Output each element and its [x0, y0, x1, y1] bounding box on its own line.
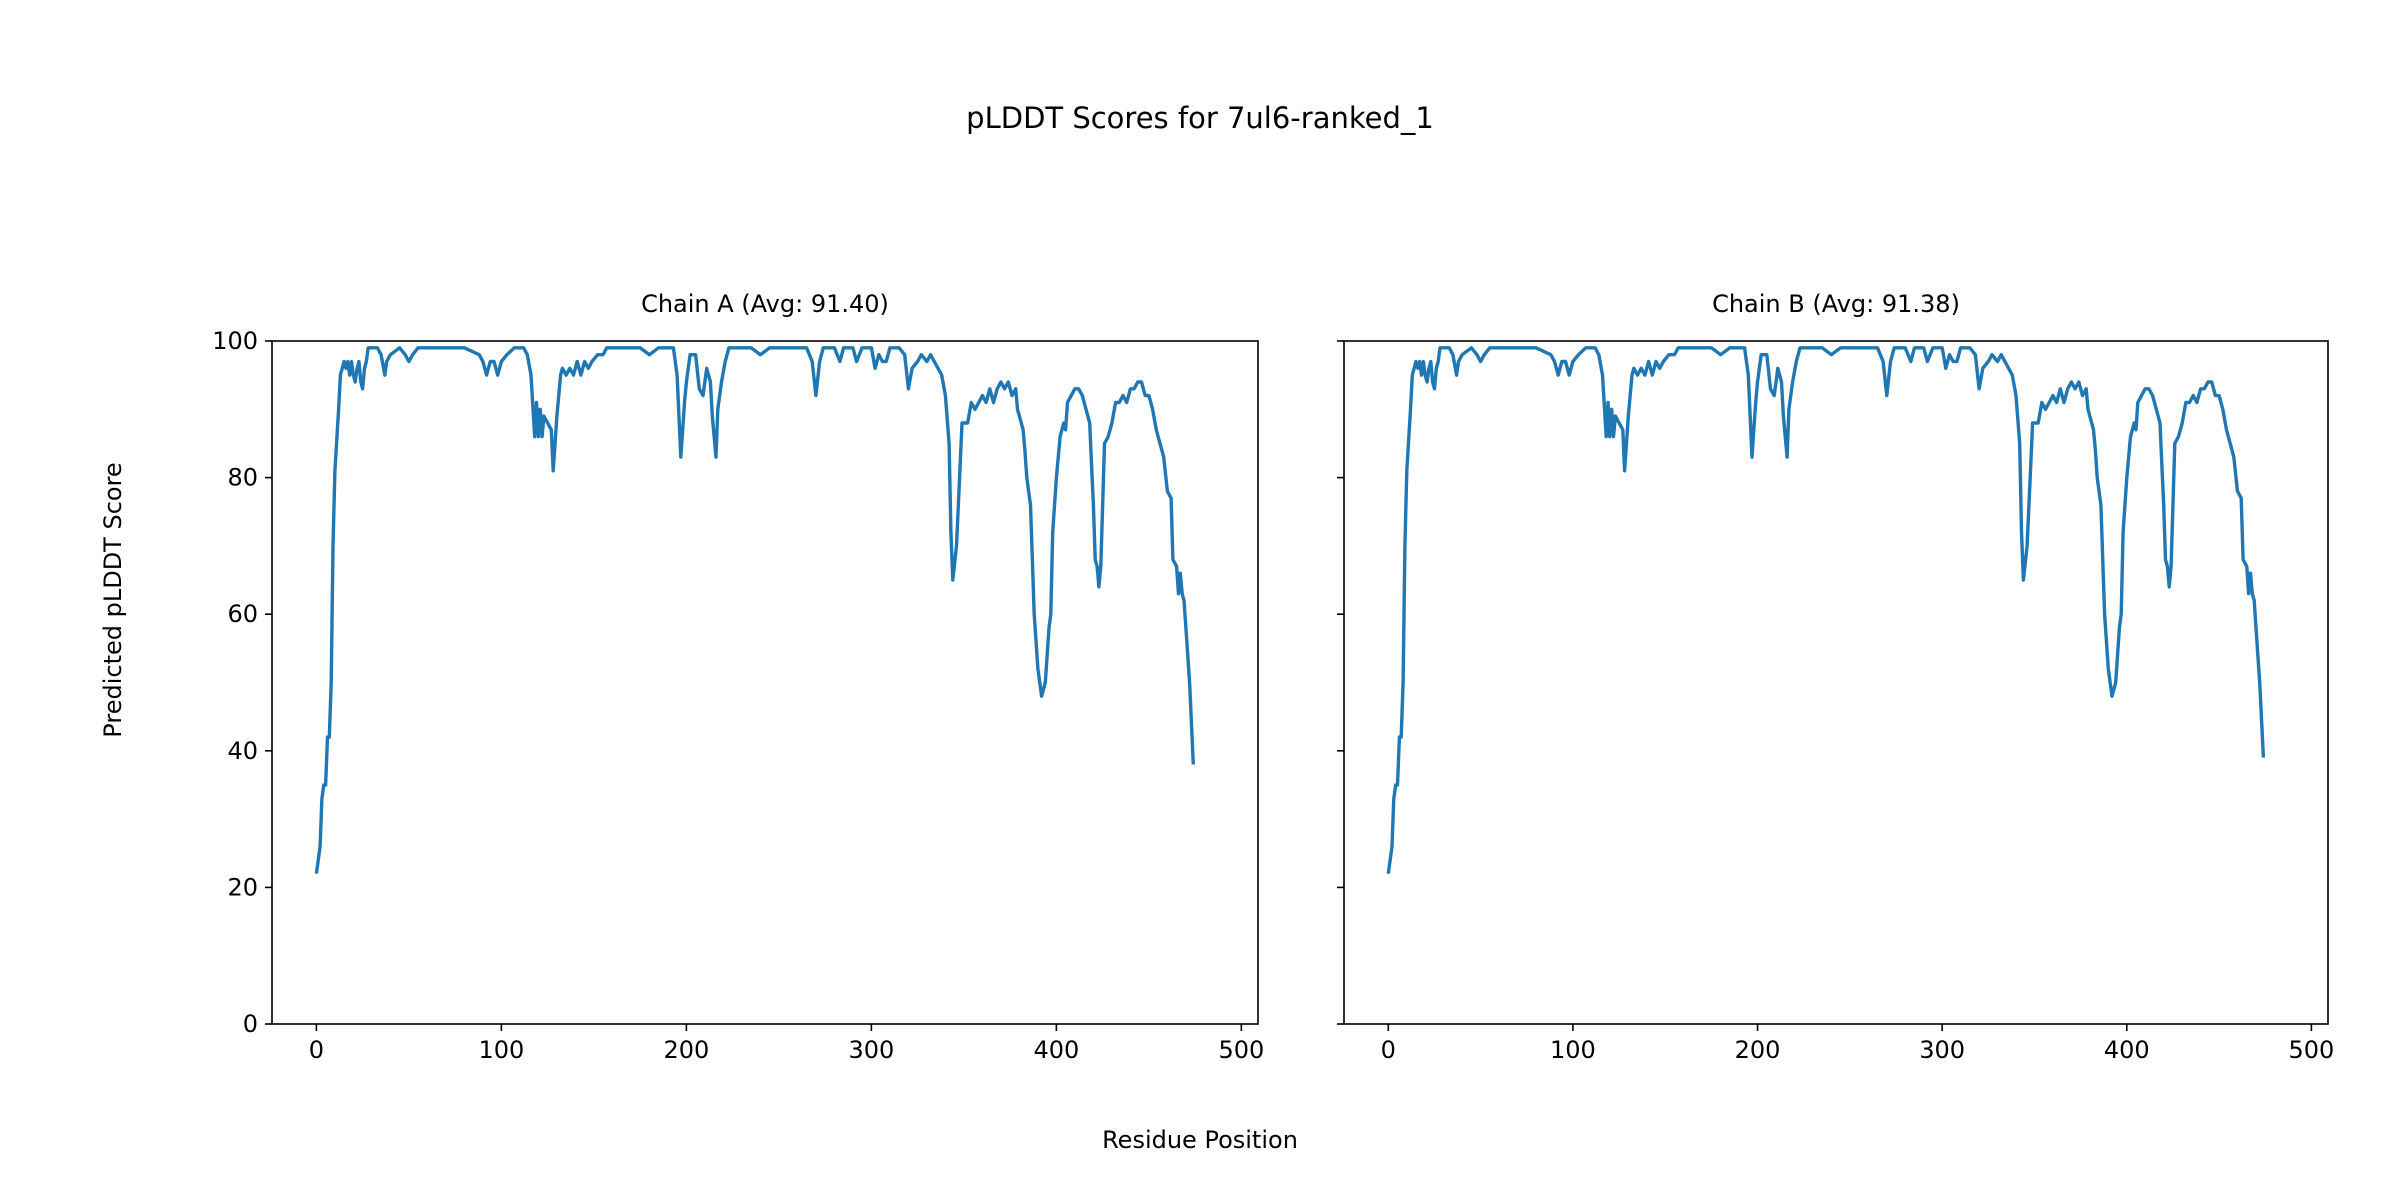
panel-chain-a: Chain A (Avg: 91.40) 0 100 200 300 400 500 0 20…	[212, 290, 1264, 1064]
x-tick-label: 200	[1735, 1036, 1781, 1064]
y-tick-label: 80	[227, 464, 258, 492]
y-tick-label: 40	[227, 737, 258, 765]
panel-title: Chain A (Avg: 91.40)	[641, 290, 889, 318]
x-tick-label: 500	[1218, 1036, 1264, 1064]
x-tick-label: 400	[1033, 1036, 1079, 1064]
y-tick-label: 100	[212, 327, 258, 355]
y-tick-label: 60	[227, 600, 258, 628]
x-tick-label: 300	[848, 1036, 894, 1064]
y-tick-label: 0	[243, 1010, 258, 1038]
x-tick-label: 300	[1919, 1036, 1965, 1064]
x-tick-label: 0	[309, 1036, 324, 1064]
x-tick-label: 0	[1381, 1036, 1396, 1064]
y-tick-label: 20	[227, 873, 258, 901]
x-tick-label: 200	[663, 1036, 709, 1064]
figure-title: pLDDT Scores for 7ul6-ranked_1	[966, 101, 1434, 135]
x-tick-label: 500	[2288, 1036, 2334, 1064]
panel-chain-b: Chain B (Avg: 91.38) 0 100 200 300 400 500	[1337, 290, 2334, 1064]
x-tick-label: 400	[2104, 1036, 2150, 1064]
panel-title: Chain B (Avg: 91.38)	[1712, 290, 1960, 318]
y-axis-label: Predicted pLDDT Score	[99, 462, 127, 737]
axes-frame	[271, 340, 1259, 1025]
series-line-chain-b	[1386, 346, 2266, 874]
x-axis-label: Residue Position	[1102, 1126, 1298, 1154]
series-line-chain-a	[314, 346, 1195, 874]
axes-frame	[1343, 340, 2329, 1025]
x-tick-label: 100	[478, 1036, 524, 1064]
x-tick-label: 100	[1550, 1036, 1596, 1064]
